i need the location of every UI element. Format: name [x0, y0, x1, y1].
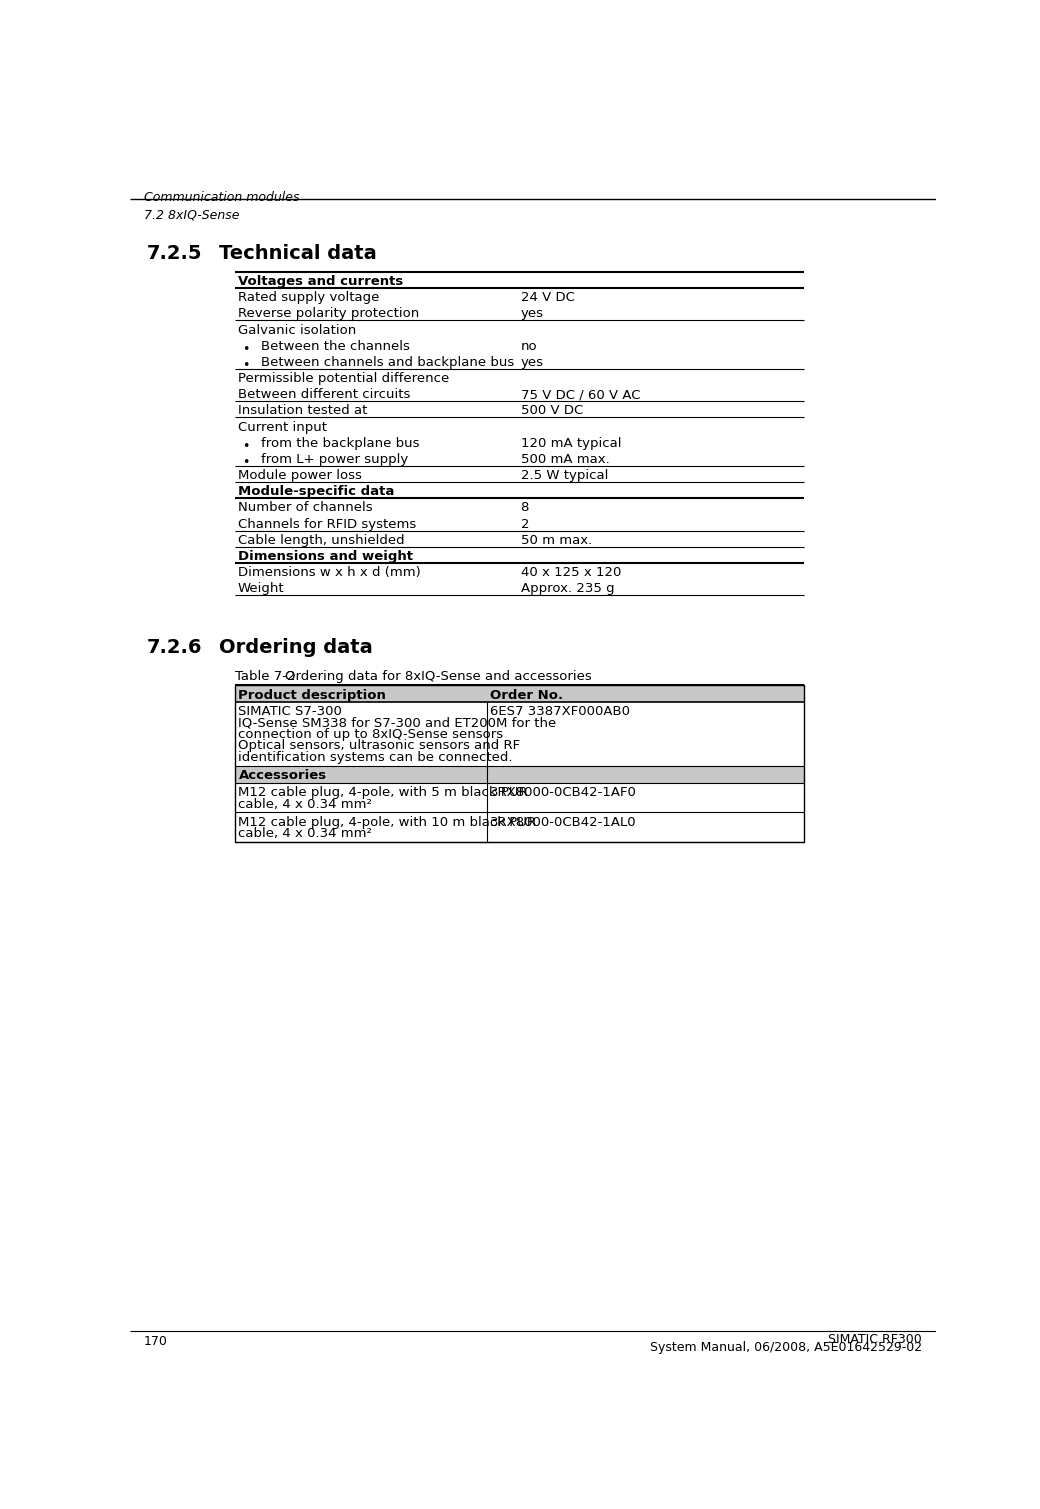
Text: yes: yes — [521, 356, 544, 368]
Text: Weight: Weight — [238, 582, 284, 595]
Text: •: • — [242, 359, 250, 371]
Text: 2: 2 — [521, 518, 529, 531]
Text: 6ES7 3387XF000AB0: 6ES7 3387XF000AB0 — [491, 705, 630, 718]
Text: Rated supply voltage: Rated supply voltage — [238, 291, 380, 305]
Text: Dimensions and weight: Dimensions and weight — [238, 549, 413, 563]
Text: 170: 170 — [144, 1334, 167, 1348]
Text: Module power loss: Module power loss — [238, 469, 362, 481]
Text: Insulation tested at: Insulation tested at — [238, 404, 367, 418]
Text: 24 V DC: 24 V DC — [521, 291, 574, 305]
Text: Table 7-2: Table 7-2 — [235, 670, 295, 684]
Text: System Manual, 06/2008, A5E01642529-02: System Manual, 06/2008, A5E01642529-02 — [650, 1342, 922, 1355]
Text: M12 cable plug, 4-pole, with 5 m black PUR: M12 cable plug, 4-pole, with 5 m black P… — [238, 786, 528, 800]
Bar — [235, 685, 804, 842]
Text: Between channels and backplane bus: Between channels and backplane bus — [261, 356, 514, 368]
Text: Dimensions w x h x d (mm): Dimensions w x h x d (mm) — [238, 566, 420, 579]
Text: 8: 8 — [521, 501, 529, 515]
Text: from the backplane bus: from the backplane bus — [261, 436, 419, 450]
Text: 3RX8000-0CB42-1AF0: 3RX8000-0CB42-1AF0 — [491, 786, 638, 800]
Text: cable, 4 x 0.34 mm²: cable, 4 x 0.34 mm² — [238, 827, 372, 841]
Text: 7.2 8xIQ-Sense: 7.2 8xIQ-Sense — [144, 208, 239, 220]
Text: Current input: Current input — [238, 421, 327, 433]
Text: Communication modules: Communication modules — [144, 192, 300, 204]
Text: cable, 4 x 0.34 mm²: cable, 4 x 0.34 mm² — [238, 798, 372, 810]
Text: Channels for RFID systems: Channels for RFID systems — [238, 518, 416, 531]
Text: Between the channels: Between the channels — [261, 340, 410, 353]
Text: 75 V DC / 60 V AC: 75 V DC / 60 V AC — [521, 388, 640, 401]
Text: Accessories: Accessories — [238, 768, 327, 782]
Text: Module-specific data: Module-specific data — [238, 486, 394, 498]
Text: 50 m max.: 50 m max. — [521, 534, 592, 546]
Text: Ordering data for 8xIQ-Sense and accessories: Ordering data for 8xIQ-Sense and accesso… — [285, 670, 592, 684]
Text: •: • — [242, 343, 250, 356]
Text: 40 x 125 x 120: 40 x 125 x 120 — [521, 566, 621, 579]
Text: •: • — [242, 456, 250, 469]
Text: 3RX8000-0CB42-1AL0: 3RX8000-0CB42-1AL0 — [491, 815, 636, 828]
Text: 500 mA max.: 500 mA max. — [521, 453, 609, 466]
Text: 500 V DC: 500 V DC — [521, 404, 582, 418]
Text: Galvanic isolation: Galvanic isolation — [238, 323, 356, 337]
Text: 7.2.5: 7.2.5 — [147, 244, 203, 263]
Bar — [235, 685, 804, 702]
Bar — [235, 765, 804, 783]
Text: Cable length, unshielded: Cable length, unshielded — [238, 534, 405, 546]
Text: Voltages and currents: Voltages and currents — [238, 275, 402, 288]
Text: SIMATIC RF300: SIMATIC RF300 — [828, 1332, 922, 1346]
Text: M12 cable plug, 4-pole, with 10 m black PUR: M12 cable plug, 4-pole, with 10 m black … — [238, 815, 537, 828]
Text: Product description: Product description — [238, 688, 387, 702]
Text: Technical data: Technical data — [219, 244, 376, 263]
Text: IQ-Sense SM338 for S7-300 and ET200M for the: IQ-Sense SM338 for S7-300 and ET200M for… — [238, 717, 556, 729]
Text: SIMATIC S7-300: SIMATIC S7-300 — [238, 705, 342, 718]
Text: from L+ power supply: from L+ power supply — [261, 453, 409, 466]
Text: •: • — [242, 439, 250, 453]
Text: Permissible potential difference: Permissible potential difference — [238, 373, 449, 385]
Text: connection of up to 8xIQ-Sense sensors: connection of up to 8xIQ-Sense sensors — [238, 727, 503, 741]
Text: Reverse polarity protection: Reverse polarity protection — [238, 308, 419, 320]
Text: Order No.: Order No. — [491, 688, 564, 702]
Text: Between different circuits: Between different circuits — [238, 388, 410, 401]
Text: 2.5 W typical: 2.5 W typical — [521, 469, 608, 481]
Text: no: no — [521, 340, 538, 353]
Text: Approx. 235 g: Approx. 235 g — [521, 582, 615, 595]
Text: Ordering data: Ordering data — [219, 638, 373, 656]
Text: 7.2.6: 7.2.6 — [147, 638, 203, 656]
Text: 120 mA typical: 120 mA typical — [521, 436, 621, 450]
Text: Number of channels: Number of channels — [238, 501, 372, 515]
Text: Optical sensors, ultrasonic sensors and RF: Optical sensors, ultrasonic sensors and … — [238, 739, 521, 753]
Text: yes: yes — [521, 308, 544, 320]
Text: identification systems can be connected.: identification systems can be connected. — [238, 751, 513, 764]
